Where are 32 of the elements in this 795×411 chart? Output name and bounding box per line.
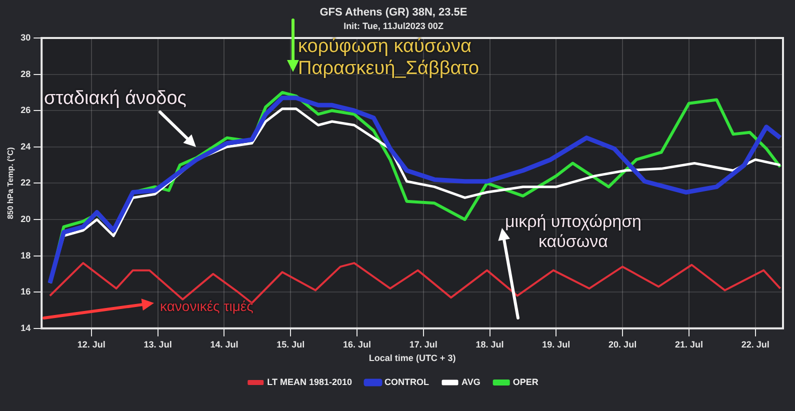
x-tick-label: 14. Jul <box>210 339 238 350</box>
legend-label: CONTROL <box>384 376 430 387</box>
y-tick-label: 14 <box>20 322 31 333</box>
y-tick-label: 20 <box>20 214 31 224</box>
y-tick-label: 16 <box>20 286 31 297</box>
x-tick-label: 20. Jul <box>608 339 637 350</box>
annotation: μικρή υποχώρηση καύσωνα <box>505 212 642 252</box>
legend-label: LT MEAN 1981-2010 <box>267 376 352 387</box>
legend-label: OPER <box>512 376 539 387</box>
x-tick-label: 12. Jul <box>77 339 106 350</box>
y-tick-label: 18 <box>20 250 31 260</box>
x-tick-label: 21. Jul <box>674 339 703 350</box>
x-tick-label: 19. Jul <box>542 339 570 350</box>
chart-title: GFS Athens (GR) 38N, 23.5E <box>320 6 468 19</box>
y-tick-label: 30 <box>20 32 31 42</box>
x-tick-label: 16. Jul <box>342 339 371 350</box>
y-tick-label: 22 <box>20 178 31 188</box>
y-axis-title: 850 hPa Temp. (°C) <box>6 146 16 220</box>
x-axis-title: Local time (UTC + 3) <box>368 353 456 364</box>
x-tick-label: 18. Jul <box>476 339 504 350</box>
annotation: σταδιακή άνοδος <box>44 88 186 110</box>
annotation: κανονικές τιμές <box>160 298 254 314</box>
x-tick-label: 13. Jul <box>144 339 172 350</box>
y-tick-label: 26 <box>20 105 31 116</box>
legend-label: AVG <box>462 376 480 387</box>
x-tick-label: 22. Jul <box>741 339 770 350</box>
annotation: κορύφωση καύσωνα Παρασκευή_Σάββατο <box>298 36 480 80</box>
chart-subtitle: Init: Tue, 11Jul2023 00Z <box>344 21 444 32</box>
y-tick-label: 24 <box>20 141 31 152</box>
x-tick-label: 17. Jul <box>409 339 438 350</box>
x-tick-label: 15. Jul <box>276 339 305 350</box>
y-tick-label: 28 <box>20 68 31 79</box>
